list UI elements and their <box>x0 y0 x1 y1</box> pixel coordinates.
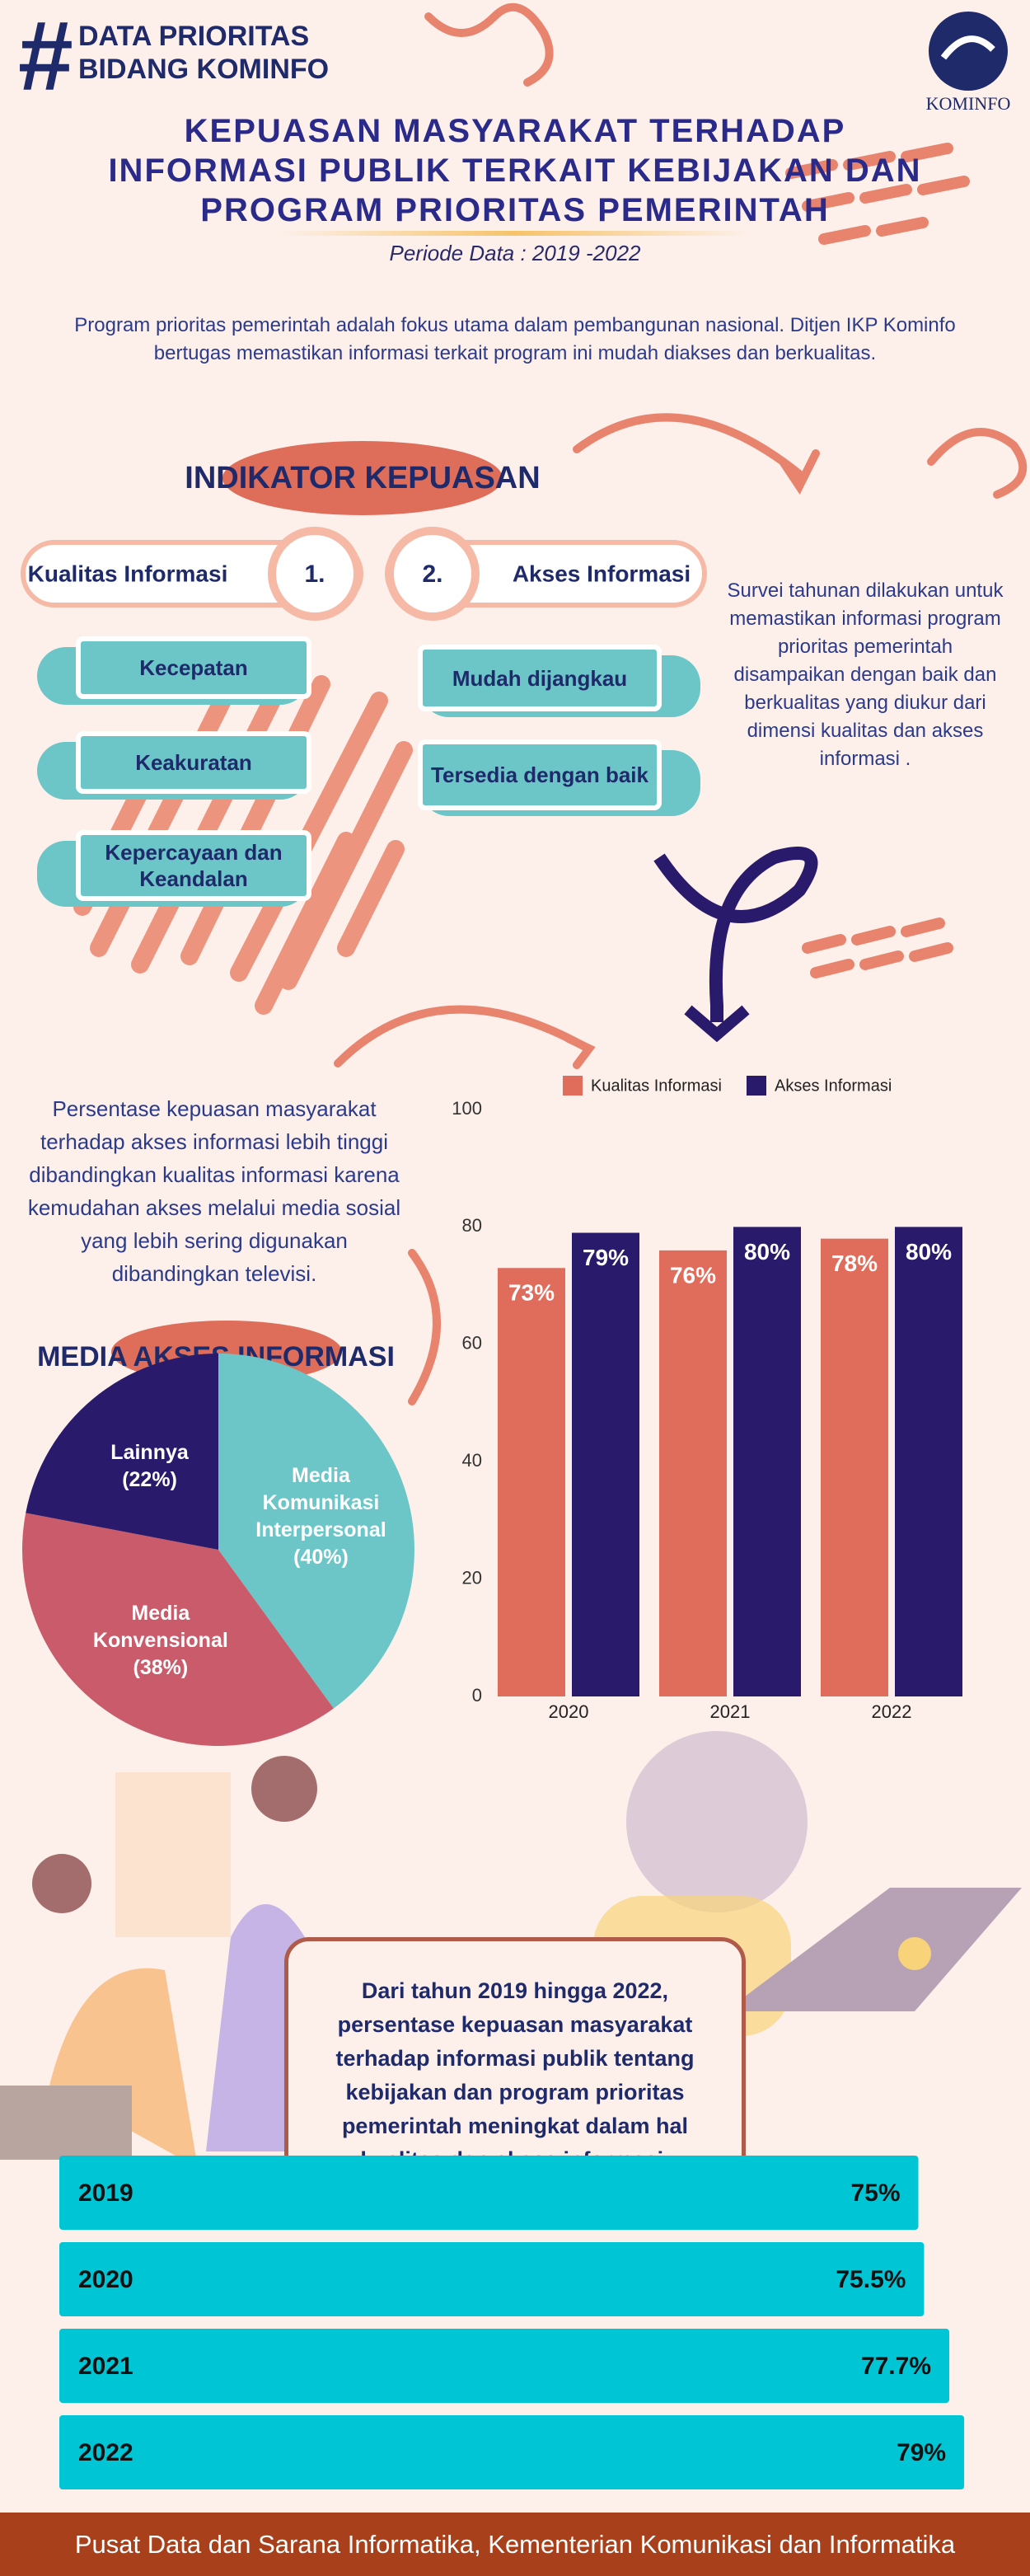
value-label: 79% <box>897 2439 946 2466</box>
logo-text: KOMINFO <box>926 93 1011 114</box>
y-tick-label: 80 <box>462 1215 482 1236</box>
bar <box>821 1238 888 1696</box>
bar <box>733 1227 801 1696</box>
item-box <box>76 636 311 699</box>
pie-label-name: Media Komunikasi Interpersonal <box>255 1463 386 1541</box>
heading-blob <box>222 441 503 515</box>
bar <box>498 1268 565 1696</box>
item-box <box>76 731 311 794</box>
indicator-item: Kepercayaan dan Keandalan <box>105 840 283 891</box>
number-badge <box>386 527 480 621</box>
number-badge <box>268 527 362 621</box>
category-label: 2019 <box>78 2180 133 2207</box>
pie-slice <box>26 1354 218 1550</box>
pie-slice <box>218 1354 415 1709</box>
value-label: 79% <box>583 1245 629 1270</box>
pie-label-name: Media Konvensional <box>92 1602 228 1653</box>
legend-swatch <box>747 1076 766 1096</box>
value-label: 75% <box>850 2180 900 2207</box>
x-tick-label: 2022 <box>872 1701 912 1722</box>
legend-label: Akses Informasi <box>775 1077 892 1095</box>
footer: Pusat Data dan Sarana Informatika, Kemen… <box>0 2513 1030 2576</box>
insight: Persentase kepuasan masyarakat terhadap … <box>27 1096 401 1286</box>
title: KEPUASAN MASYARAKAT TERHADAP INFORMASI P… <box>108 113 922 228</box>
pie-label-name: Lainnya <box>110 1441 189 1465</box>
indicator-heading: INDIKATOR KEPUASAN <box>185 461 540 495</box>
value-label: 80% <box>906 1239 952 1265</box>
legend-label: Kualitas Informasi <box>591 1077 722 1095</box>
hash-icon: # <box>18 1 73 111</box>
value-label: 75.5% <box>836 2266 906 2293</box>
pie-label-value: (40%) <box>293 1545 349 1569</box>
header-line: BIDANG KOMINFO <box>78 54 330 85</box>
pie-label: Media Komunikasi Interpersonal (40%) <box>246 1464 395 1569</box>
survey-note: Survei tahunan dilakukan untuk memastika… <box>727 579 1004 770</box>
item-box <box>418 739 662 810</box>
y-tick-label: 20 <box>462 1567 482 1588</box>
legend-swatch <box>563 1076 583 1096</box>
indicators: INDIKATOR KEPUASAN 1. Kualitas Informasi 2… <box>21 441 707 907</box>
logo: KOMINFO <box>926 12 1011 114</box>
y-tick-label: 0 <box>472 1685 482 1706</box>
decoration <box>684 1005 750 1043</box>
category-label: 2022 <box>78 2439 133 2466</box>
divider <box>280 231 750 236</box>
x-tick-label: 2021 <box>710 1701 751 1722</box>
indicator-item: Mudah dijangkau <box>452 665 628 691</box>
pie-label-value: (22%) <box>122 1468 177 1492</box>
item-box <box>418 645 662 711</box>
indicator-name: Akses Informasi <box>513 561 691 586</box>
category-label: 2020 <box>78 2266 133 2293</box>
hbar <box>59 2156 919 2230</box>
indicator-item: Kecepatan <box>139 655 248 680</box>
value-label: 78% <box>831 1250 878 1276</box>
value-label: 76% <box>670 1262 716 1288</box>
hbar <box>59 2415 965 2489</box>
pie-slice <box>21 1513 334 1747</box>
indicator-item: Keakuratan <box>135 750 252 775</box>
pie-label-value: (38%) <box>133 1656 189 1680</box>
y-tick-label: 100 <box>452 1098 482 1119</box>
header-line: DATA PRIORITAS <box>78 21 310 52</box>
pie-label: Lainnya (22%) <box>76 1417 224 1516</box>
logo-mark <box>940 35 995 60</box>
value-label: 77.7% <box>861 2353 931 2380</box>
decoration <box>785 143 970 978</box>
indicator-number: 2. <box>422 561 442 588</box>
decoration <box>334 2 1028 1405</box>
indicator-name: Kualitas Informasi <box>28 561 228 586</box>
decoration <box>653 847 818 1022</box>
header: DATA PRIORITAS BIDANG KOMINFO <box>78 20 329 86</box>
hbar <box>59 2329 950 2403</box>
bar <box>572 1232 639 1696</box>
item-box <box>76 830 311 901</box>
pie-label: Media Konvensional (38%) <box>87 1592 235 1691</box>
value-label: 80% <box>744 1239 790 1265</box>
category-label: 2021 <box>78 2353 133 2380</box>
logo-mark <box>929 12 1008 91</box>
hbar <box>59 2242 925 2316</box>
y-tick-label: 40 <box>462 1450 482 1471</box>
indicator-item: Tersedia dengan baik <box>431 762 648 787</box>
x-tick-label: 2020 <box>549 1701 589 1722</box>
value-label: 73% <box>508 1280 555 1306</box>
indicator-number: 1. <box>304 561 325 588</box>
period: Periode Data : 2019 -2022 <box>389 241 641 265</box>
bar <box>895 1227 962 1696</box>
y-tick-label: 60 <box>462 1333 482 1354</box>
bar <box>659 1250 727 1696</box>
intro: Program prioritas pemerintah adalah foku… <box>74 314 956 364</box>
